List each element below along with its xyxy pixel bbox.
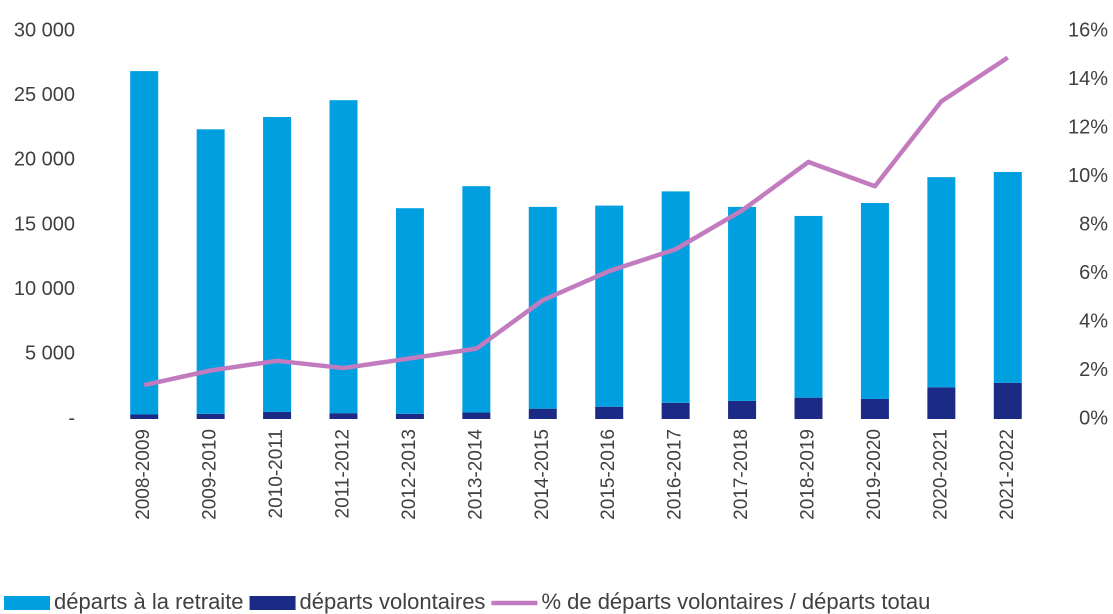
x-tick-label: 2014-2015 (532, 429, 553, 520)
bar-segment (595, 406, 624, 419)
bar-segment (196, 129, 225, 414)
bar-segment (462, 186, 491, 413)
bar-segment (528, 408, 557, 419)
y2-tick-label: 8% (1079, 213, 1108, 235)
x-tick-label: 2012-2013 (399, 429, 420, 520)
bar-segment (927, 387, 956, 419)
bar-segment (130, 414, 159, 419)
x-tick-label: 2010-2011 (266, 429, 287, 518)
bar-segment (462, 412, 491, 419)
x-tick-label: 2009-2010 (200, 429, 221, 520)
x-tick-label: 2013-2014 (465, 429, 486, 520)
bar-segment (794, 397, 823, 419)
y2-tick-label: 6% (1079, 262, 1108, 284)
x-tick-label: 2015-2016 (598, 429, 619, 520)
y-tick-label: 25 000 (14, 84, 75, 106)
y2-tick-label: 4% (1079, 310, 1108, 332)
x-tick-label: 2019-2020 (864, 429, 885, 520)
legend-swatch (249, 596, 296, 610)
legend-swatch (4, 596, 50, 610)
line (143, 55, 1010, 388)
x-tick-label: 2016-2017 (665, 429, 686, 520)
y2-tick-label: 10% (1068, 165, 1108, 187)
bar-segment (661, 191, 690, 403)
bar-segment (794, 215, 823, 398)
bar-segment (196, 413, 225, 419)
bar-segment (993, 382, 1022, 419)
x-tick-label: 2020-2021 (930, 429, 951, 520)
y-tick-label: 30 000 (14, 19, 75, 41)
bar-segment (993, 171, 1022, 383)
bar-segment (860, 203, 889, 399)
y-tick-label: 20 000 (14, 149, 75, 171)
y-tick-label: - (68, 407, 75, 429)
y2-tick-label: 2% (1079, 359, 1108, 381)
x-tick-label: 2018-2019 (798, 429, 819, 520)
y2-tick-label: 14% (1068, 68, 1108, 90)
legend-label: % de départs volontaires / départs totau (541, 589, 930, 614)
legend-label: départs à la retraite (54, 589, 244, 614)
y2-tick-label: 0% (1079, 407, 1108, 429)
y-tick-label: 5 000 (25, 343, 75, 365)
x-tick-label: 2021-2022 (997, 429, 1018, 520)
legend-label: départs volontaires (300, 589, 486, 614)
x-tick-label: 2008-2009 (133, 429, 154, 520)
bar-segment (130, 71, 159, 415)
bar-segment (329, 100, 358, 414)
bar-segment (860, 398, 889, 419)
bar-segment (728, 400, 757, 419)
y2-tick-label: 12% (1068, 116, 1108, 138)
bar-segment (395, 208, 424, 414)
bar-segment (395, 413, 424, 419)
x-tick-label: 2017-2018 (731, 429, 752, 520)
bar-segment (927, 177, 956, 388)
bar-segment (263, 117, 292, 412)
x-tick-label: 2011-2012 (333, 429, 354, 518)
bar-segment (263, 411, 292, 419)
bar-segment (661, 402, 690, 419)
bar-segment (329, 413, 358, 419)
bar-segment (595, 205, 624, 407)
bar-segment (728, 206, 757, 401)
y-tick-label: 15 000 (14, 213, 75, 235)
y-tick-label: 10 000 (14, 278, 75, 300)
y2-tick-label: 16% (1068, 19, 1108, 41)
